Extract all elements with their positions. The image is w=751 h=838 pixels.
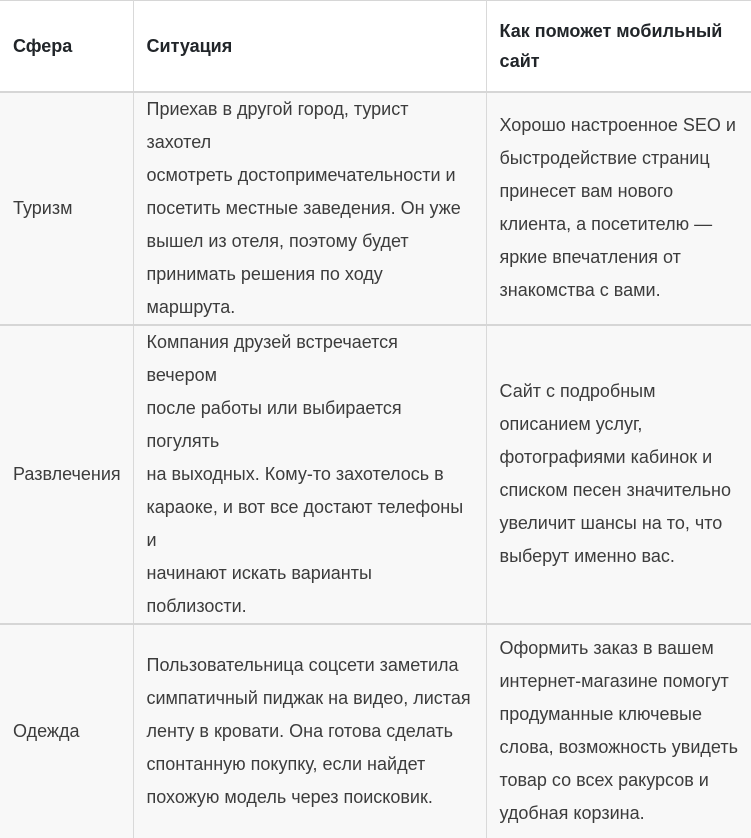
header-cell-situation: Ситуация — [132, 0, 486, 93]
table-body: Туризм Приехав в другой город, турист за… — [0, 90, 751, 838]
benefit-cell: Хорошо настроенное SEO и быстродействие … — [485, 90, 751, 325]
benefit-cell: Оформить заказ в вашем интернет-магазине… — [485, 622, 751, 838]
header-row: Сфера Ситуация Как поможет мобильный сай… — [0, 0, 751, 93]
table-row: Развлечения Компания друзей встречается … — [0, 323, 751, 624]
table-row: Туризм Приехав в другой город, турист за… — [0, 90, 751, 325]
situation-cell: Пользовательница соцсети заметила симпат… — [132, 622, 486, 838]
sphere-cell: Одежда — [0, 622, 133, 838]
situation-cell: Приехав в другой город, турист захотел о… — [132, 90, 486, 325]
situation-cell: Компания друзей встречается вечером посл… — [132, 323, 486, 624]
table-row: Одежда Пользовательница соцсети заметила… — [0, 622, 751, 838]
table-header: Сфера Ситуация Как поможет мобильный сай… — [0, 0, 751, 93]
benefit-cell: Сайт с подробным описанием услуг, фотогр… — [485, 323, 751, 624]
sphere-cell: Туризм — [0, 90, 133, 325]
header-cell-sphere: Сфера — [0, 0, 133, 93]
sphere-cell: Развлечения — [0, 323, 133, 624]
header-cell-benefit: Как поможет мобильный сайт — [485, 0, 751, 93]
